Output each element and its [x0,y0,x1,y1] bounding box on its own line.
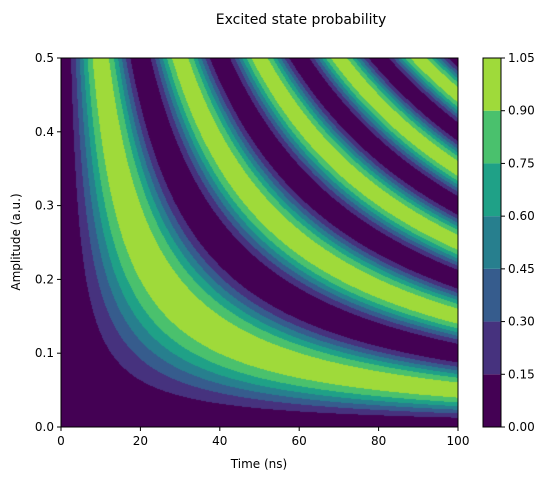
x-axis-label: Time (ns) [230,457,287,471]
colorbar-ticks: 0.00 0.15 0.30 0.45 0.60 0.75 0.90 1.05 [501,51,535,434]
colorbar-frame [482,57,502,428]
colorbar-band [483,374,501,427]
plot-area [61,58,458,427]
x-tick-label: 0 [57,434,65,448]
x-tick-label: 60 [292,434,307,448]
y-tick-label: 0.4 [35,125,54,139]
x-axis: 0 20 40 60 80 100 [57,427,469,448]
y-tick-label: 0.2 [35,272,54,286]
y-tick-label: 0.5 [35,51,54,65]
colorbar-tick-label: 0.90 [508,104,535,118]
colorbar-tick-label: 0.00 [508,420,535,434]
x-tick-label: 100 [447,434,470,448]
colorbar-tick-label: 0.45 [508,262,535,276]
plot-frame [60,57,459,428]
contour-fill [61,58,458,427]
colorbar-band [483,321,501,375]
colorbar-tick-label: 0.75 [508,156,535,170]
colorbar [483,58,501,427]
y-axis: 0.0 0.1 0.2 0.3 0.4 0.5 [35,51,61,434]
colorbar-tick-label: 0.15 [508,367,535,381]
colorbar-tick-label: 0.30 [508,315,535,329]
colorbar-band [483,268,501,322]
y-axis-label: Amplitude (a.u.) [9,193,23,290]
y-tick-label: 0.0 [35,420,54,434]
colorbar-tick-label: 0.60 [508,209,535,223]
y-tick-label: 0.3 [35,199,54,213]
x-tick-label: 40 [212,434,227,448]
colorbar-band [483,216,501,269]
colorbar-tick-label: 1.05 [508,51,535,65]
y-tick-label: 0.1 [35,346,54,360]
contour-canvas [61,58,458,427]
colorbar-band [483,110,501,164]
x-tick-label: 20 [133,434,148,448]
colorbar-band [483,58,501,111]
chart-title: Excited state probability [216,12,387,28]
x-tick-label: 80 [371,434,386,448]
colorbar-band [483,163,501,217]
